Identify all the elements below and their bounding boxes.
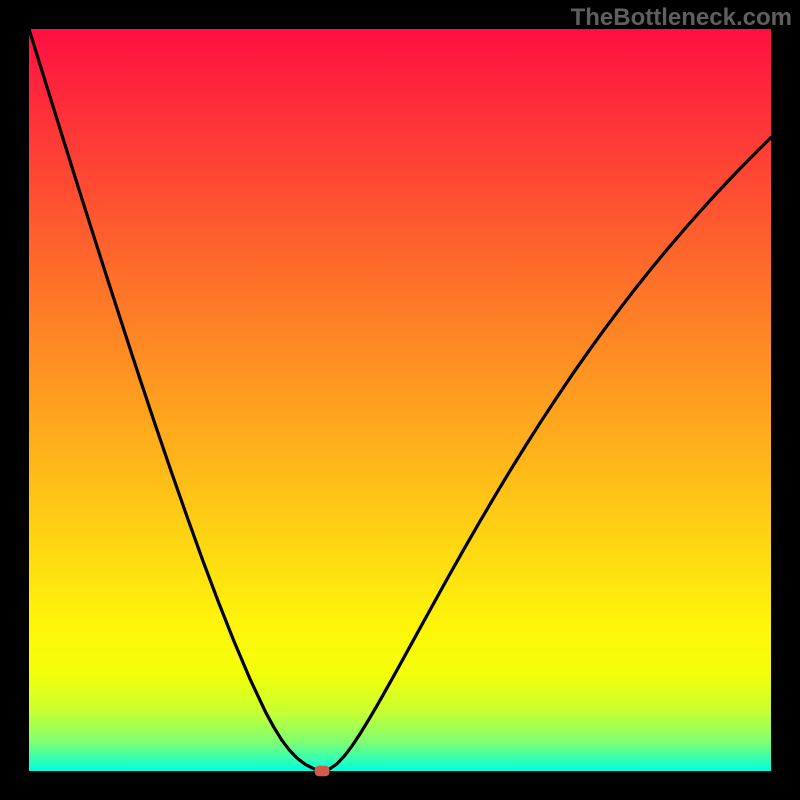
bottleneck-curve <box>29 29 771 771</box>
plot-svg <box>29 29 771 771</box>
minimum-marker <box>315 766 330 776</box>
plot-area <box>29 29 771 771</box>
chart-container: TheBottleneck.com <box>0 0 800 800</box>
watermark-text: TheBottleneck.com <box>571 4 792 32</box>
